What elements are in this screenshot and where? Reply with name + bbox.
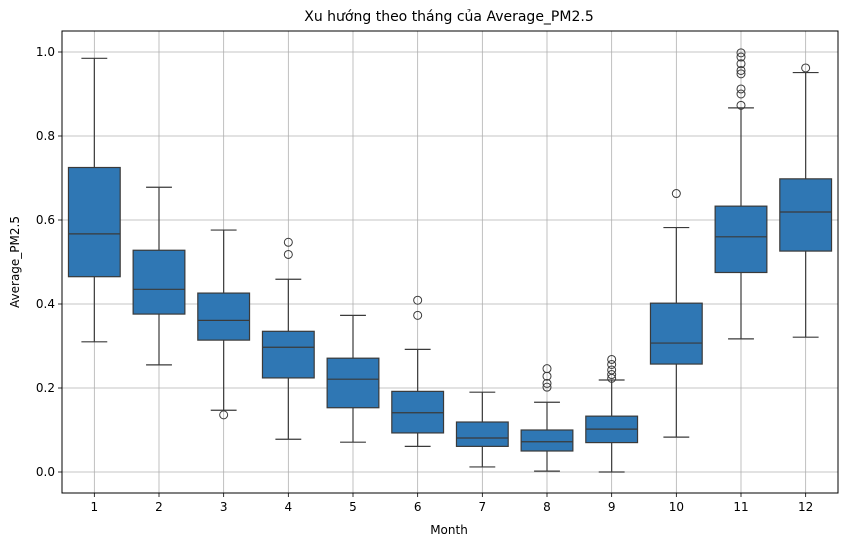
y-tick-label: 0.4 <box>36 297 55 311</box>
box-iqr <box>714 205 768 274</box>
box-month-12 <box>779 63 833 338</box>
y-tick-label: 0.2 <box>36 381 55 395</box>
y-tick-label: 0.8 <box>36 129 55 143</box>
box-series <box>67 48 833 473</box>
outlier-point <box>607 365 617 375</box>
y-tick-label: 0.6 <box>36 213 55 227</box>
outlier-point <box>736 52 746 62</box>
x-tick-label: 12 <box>798 500 813 514</box>
outlier-point <box>413 295 423 305</box>
x-tick-label: 2 <box>155 500 163 514</box>
x-tick-label: 11 <box>733 500 748 514</box>
box-iqr <box>326 357 380 409</box>
outlier-point <box>671 189 681 199</box>
outlier-point <box>801 63 811 73</box>
x-tick-label: 1 <box>91 500 99 514</box>
y-tick-label: 1.0 <box>36 45 55 59</box>
box-month-10 <box>649 189 703 438</box>
outlier-point <box>283 237 293 247</box>
outlier-point <box>283 249 293 259</box>
x-tick-label: 5 <box>349 500 357 514</box>
x-tick-label: 9 <box>608 500 616 514</box>
box-iqr <box>132 249 186 315</box>
outlier-point <box>607 370 617 380</box>
box-iqr <box>779 178 833 252</box>
chart-title: Xu hướng theo tháng của Average_PM2.5 <box>304 9 593 25</box>
x-axis-label: Month <box>430 523 468 537</box>
box-month-3 <box>197 229 251 420</box>
box-month-1 <box>67 57 121 343</box>
y-axis-ticks: 0.0 0.2 0.4 0.6 0.8 1.0 <box>36 45 62 479</box>
outlier-point <box>736 84 746 94</box>
box-month-5 <box>326 314 380 443</box>
box-month-2 <box>132 186 186 366</box>
outlier-point <box>542 378 552 388</box>
outlier-point <box>542 382 552 392</box>
box-month-11 <box>714 48 768 340</box>
y-tick-label: 0.0 <box>36 465 55 479</box>
box-iqr <box>649 302 703 365</box>
box-month-8 <box>520 364 574 472</box>
x-axis-ticks: 1 2 3 4 5 6 7 8 9 10 11 12 <box>91 493 813 514</box>
outlier-point <box>736 100 746 110</box>
x-tick-label: 7 <box>479 500 487 514</box>
x-tick-label: 4 <box>285 500 293 514</box>
box-iqr <box>455 421 509 447</box>
box-month-6 <box>391 295 445 447</box>
outlier-point <box>219 410 229 420</box>
outlier-point <box>736 59 746 69</box>
box-iqr <box>391 390 445 434</box>
box-month-4 <box>261 237 315 440</box>
outlier-point <box>607 359 617 369</box>
outlier-point <box>542 364 552 374</box>
y-axis-label: Average_PM2.5 <box>8 216 22 308</box>
outlier-point <box>736 48 746 58</box>
x-tick-label: 8 <box>543 500 551 514</box>
outlier-point <box>736 65 746 75</box>
outlier-point <box>413 310 423 320</box>
box-month-9 <box>585 354 639 473</box>
x-tick-label: 6 <box>414 500 422 514</box>
box-iqr <box>520 429 574 452</box>
box-iqr <box>261 330 315 379</box>
outlier-point <box>736 89 746 99</box>
x-tick-label: 3 <box>220 500 228 514</box>
x-tick-label: 10 <box>669 500 684 514</box>
plot-frame <box>61 30 839 494</box>
box-iqr <box>197 292 251 341</box>
outlier-point <box>607 354 617 364</box>
box-iqr <box>67 166 121 278</box>
box-month-7 <box>455 391 509 468</box>
outlier-point <box>736 69 746 79</box>
